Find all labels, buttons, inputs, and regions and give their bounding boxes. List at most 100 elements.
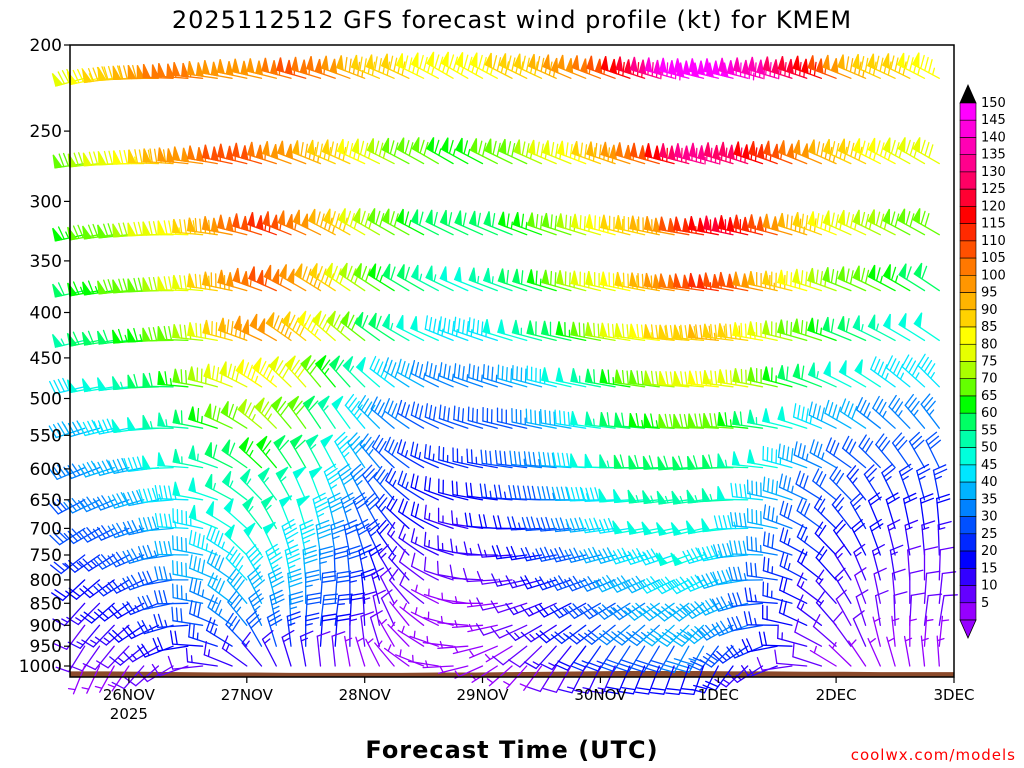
barb-full <box>603 518 610 533</box>
barb-full <box>175 607 179 623</box>
barb-full <box>631 549 641 563</box>
wind-barb <box>221 439 248 469</box>
barb-full <box>636 370 640 385</box>
barb-half <box>891 618 900 622</box>
barb-full <box>510 368 513 383</box>
wind-barb <box>702 454 734 469</box>
colorbar-label: 40 <box>981 475 998 490</box>
wind-barb <box>262 211 292 236</box>
barb-full <box>201 559 206 575</box>
barb-full <box>316 265 323 280</box>
barb-full <box>925 400 936 413</box>
barb-half <box>316 513 325 518</box>
barb-half <box>937 527 946 531</box>
wind-barb <box>570 368 602 388</box>
wind-barb <box>525 408 557 429</box>
barb-full <box>180 537 183 552</box>
barb-flag <box>557 54 565 71</box>
credit-text[interactable]: coolwx.com/models <box>851 746 1016 764</box>
wind-barb <box>936 635 945 667</box>
barb-full <box>343 519 358 527</box>
barb-full <box>920 393 931 405</box>
barb-full <box>783 554 789 569</box>
barb-full <box>767 477 770 493</box>
barb-flag <box>203 363 212 380</box>
barb-flag <box>482 319 491 335</box>
wind-barb <box>107 665 130 692</box>
wind-barb <box>497 364 528 388</box>
barb-flag <box>718 141 727 158</box>
barb-flag <box>172 368 181 384</box>
barb-full <box>493 484 498 499</box>
barb-flag <box>822 138 831 155</box>
wind-barb <box>494 450 528 469</box>
barb-full <box>904 519 919 527</box>
barb-full <box>370 567 385 575</box>
barb-half <box>404 450 409 458</box>
barb-full <box>790 215 793 231</box>
wind-barb <box>852 315 881 342</box>
wind-barb <box>122 548 160 564</box>
barb-full <box>554 548 562 562</box>
barb-full <box>388 470 397 485</box>
wind-barb <box>451 596 484 604</box>
wind-barb <box>382 313 410 342</box>
barb-full <box>438 445 440 461</box>
wind-barb <box>614 323 646 342</box>
barb-full <box>727 617 734 632</box>
barb-staff <box>410 565 439 581</box>
wind-barb <box>539 645 572 671</box>
wind-barb <box>233 315 263 342</box>
barb-flag <box>172 146 181 162</box>
barb-flag <box>756 216 765 232</box>
wind-barb <box>153 613 189 629</box>
barb-full <box>560 486 566 501</box>
wind-barb <box>78 419 115 437</box>
barb-full <box>528 451 532 467</box>
barb-flag <box>235 359 245 376</box>
barb-full <box>684 371 688 387</box>
wind-barb <box>437 507 469 530</box>
barb-full <box>583 606 594 618</box>
barb-full <box>779 500 785 515</box>
barb-full <box>331 524 345 531</box>
wind-barb <box>127 373 160 389</box>
barb-full <box>570 487 576 502</box>
barb-flag <box>770 216 780 232</box>
barb-full <box>424 476 427 491</box>
barb-staff <box>81 645 101 672</box>
colorbar-swatch <box>959 499 977 517</box>
barb-half <box>673 658 682 662</box>
barb-flag <box>599 369 608 385</box>
barb-full <box>568 605 579 617</box>
wind-barb <box>542 54 572 79</box>
wind-barb <box>189 577 218 604</box>
barb-half <box>901 475 909 481</box>
barb-full <box>387 439 395 453</box>
barb-full <box>796 572 804 586</box>
barb-flag <box>697 145 706 161</box>
barb-full <box>636 61 640 77</box>
barb-full <box>162 590 168 605</box>
wind-barb <box>252 357 277 388</box>
wind-barb <box>188 504 218 530</box>
barb-full <box>158 566 164 581</box>
barb-half <box>854 551 862 558</box>
barb-half <box>377 640 383 648</box>
barb-flag <box>556 140 565 157</box>
barb-full <box>634 691 650 695</box>
barb-full <box>48 425 57 439</box>
wind-barb <box>925 431 942 469</box>
barb-full <box>428 316 433 332</box>
barb-half <box>67 687 76 691</box>
wind-barb <box>425 265 454 292</box>
barb-full <box>347 432 358 444</box>
barb-full <box>905 55 910 70</box>
wind-barb <box>762 581 793 604</box>
barb-full <box>831 212 835 227</box>
wind-barb <box>867 137 896 165</box>
barb-half <box>890 551 898 556</box>
wind-barb <box>367 263 395 292</box>
barb-half <box>149 624 154 632</box>
wind-barb <box>490 600 528 614</box>
